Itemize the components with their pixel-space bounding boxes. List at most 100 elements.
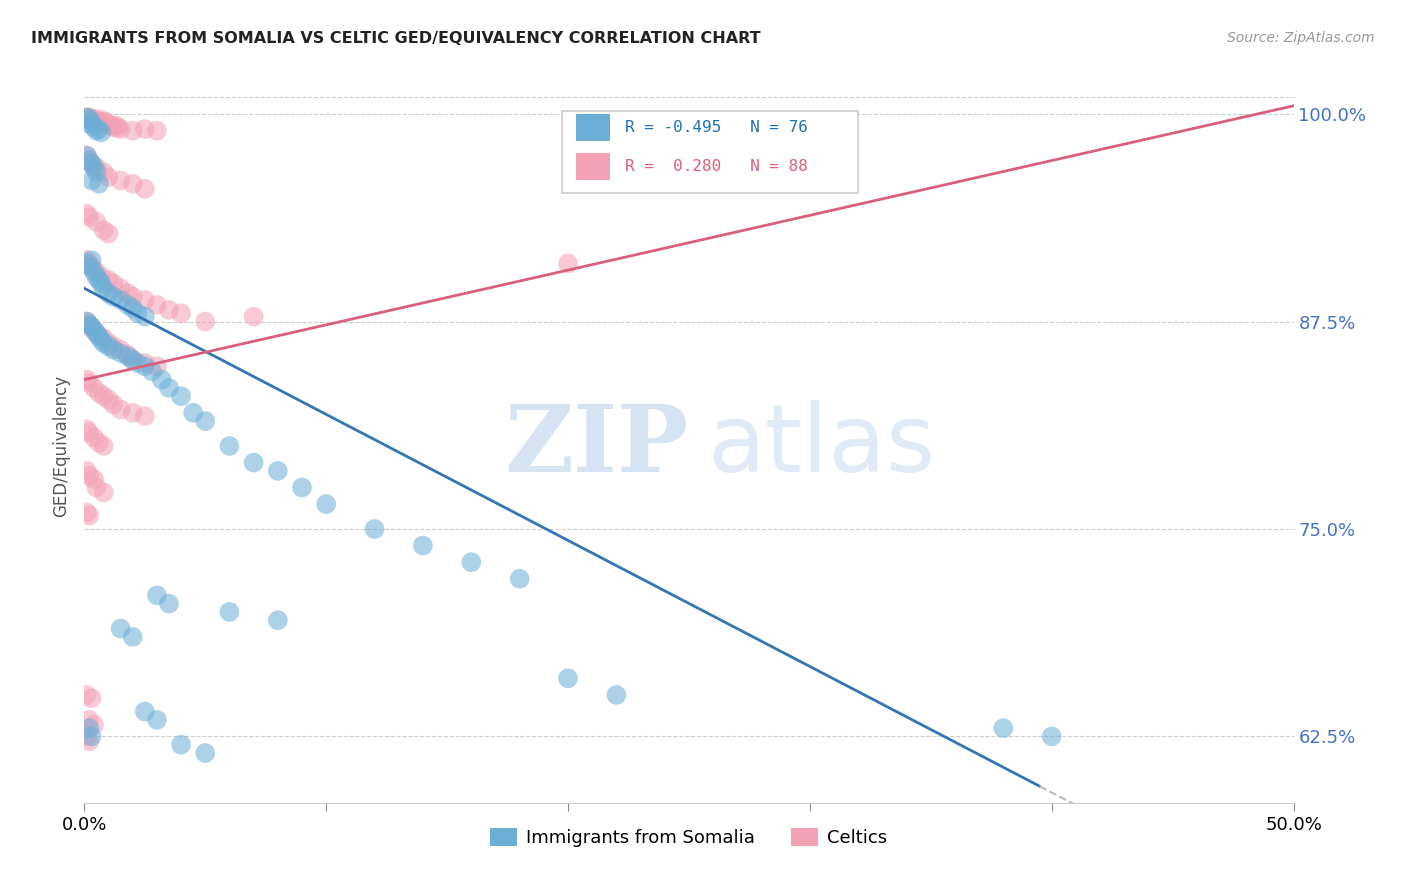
Point bbox=[146, 588, 169, 602]
Point bbox=[83, 431, 105, 445]
Point bbox=[90, 125, 112, 139]
Point bbox=[605, 688, 627, 702]
Point bbox=[194, 314, 217, 328]
Point bbox=[80, 691, 103, 706]
Point bbox=[80, 730, 103, 744]
Point bbox=[76, 148, 98, 162]
Legend: Immigrants from Somalia, Celtics: Immigrants from Somalia, Celtics bbox=[484, 821, 894, 855]
Bar bbox=[576, 114, 610, 141]
Point bbox=[87, 385, 110, 400]
Point bbox=[121, 290, 143, 304]
Point bbox=[93, 485, 115, 500]
Text: Source: ZipAtlas.com: Source: ZipAtlas.com bbox=[1227, 31, 1375, 45]
Point bbox=[93, 336, 115, 351]
Point bbox=[86, 124, 108, 138]
Point bbox=[77, 425, 100, 440]
Point bbox=[76, 256, 98, 270]
Point bbox=[146, 298, 169, 312]
Point bbox=[194, 746, 217, 760]
Point bbox=[93, 165, 115, 179]
Point bbox=[77, 117, 100, 131]
Point bbox=[76, 148, 98, 162]
Point bbox=[97, 336, 120, 351]
Point bbox=[134, 359, 156, 374]
Point bbox=[77, 153, 100, 168]
Point bbox=[134, 409, 156, 424]
Point bbox=[83, 718, 105, 732]
Point bbox=[86, 112, 108, 126]
Point bbox=[242, 310, 264, 324]
Point bbox=[267, 464, 290, 478]
Point bbox=[141, 364, 163, 378]
Text: R =  0.280   N = 88: R = 0.280 N = 88 bbox=[624, 160, 807, 174]
Point bbox=[77, 734, 100, 748]
Point bbox=[110, 402, 132, 417]
Point bbox=[80, 253, 103, 268]
Point bbox=[77, 508, 100, 523]
Point bbox=[134, 182, 156, 196]
Point bbox=[97, 227, 120, 241]
Point bbox=[97, 286, 120, 301]
Point bbox=[80, 260, 103, 274]
Point bbox=[90, 269, 112, 284]
Point bbox=[86, 269, 108, 284]
Point bbox=[83, 381, 105, 395]
Point bbox=[121, 352, 143, 367]
Point bbox=[76, 505, 98, 519]
Point bbox=[87, 435, 110, 450]
Point bbox=[86, 265, 108, 279]
Point bbox=[218, 605, 240, 619]
Point bbox=[76, 207, 98, 221]
Point bbox=[77, 111, 100, 125]
Point bbox=[97, 170, 120, 185]
Point bbox=[76, 464, 98, 478]
Point bbox=[77, 153, 100, 168]
Point bbox=[170, 389, 193, 403]
Point bbox=[97, 117, 120, 131]
Point bbox=[146, 359, 169, 374]
Point bbox=[150, 373, 173, 387]
Point bbox=[134, 293, 156, 307]
Point bbox=[83, 120, 105, 135]
Point bbox=[460, 555, 482, 569]
Point bbox=[121, 406, 143, 420]
Point bbox=[157, 302, 180, 317]
Point bbox=[87, 177, 110, 191]
Point bbox=[93, 113, 115, 128]
Point bbox=[181, 406, 204, 420]
Point bbox=[134, 310, 156, 324]
Point bbox=[100, 119, 122, 133]
Point bbox=[77, 112, 100, 126]
Point bbox=[86, 160, 108, 174]
Point bbox=[83, 160, 105, 174]
Point bbox=[80, 112, 103, 126]
Point bbox=[557, 671, 579, 685]
Point bbox=[77, 318, 100, 332]
FancyBboxPatch shape bbox=[562, 111, 858, 193]
Point bbox=[76, 422, 98, 436]
Point bbox=[110, 293, 132, 307]
Point bbox=[157, 597, 180, 611]
Point bbox=[121, 177, 143, 191]
Point bbox=[134, 356, 156, 370]
Point bbox=[93, 331, 115, 345]
Point bbox=[121, 301, 143, 316]
Point bbox=[121, 124, 143, 138]
Point bbox=[363, 522, 385, 536]
Point bbox=[157, 381, 180, 395]
Point bbox=[110, 122, 132, 136]
Point bbox=[76, 314, 98, 328]
Point bbox=[110, 173, 132, 187]
Y-axis label: GED/Equivalency: GED/Equivalency bbox=[52, 375, 70, 517]
Point bbox=[146, 124, 169, 138]
Point bbox=[80, 115, 103, 129]
Point bbox=[557, 256, 579, 270]
Point bbox=[80, 157, 103, 171]
Point bbox=[127, 356, 149, 370]
Point bbox=[117, 350, 139, 364]
Point bbox=[170, 738, 193, 752]
Point bbox=[242, 456, 264, 470]
Point bbox=[87, 329, 110, 343]
Point bbox=[103, 343, 125, 357]
Point bbox=[117, 348, 139, 362]
